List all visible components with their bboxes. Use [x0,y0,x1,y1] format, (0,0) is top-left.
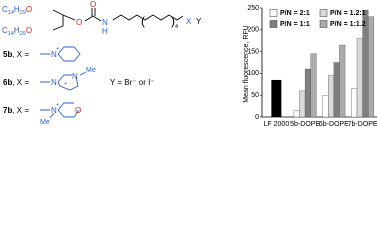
charge: + [56,102,59,108]
atom: N [51,50,57,59]
compound-id: 5b [3,50,12,59]
pyridinium-ring [40,46,81,62]
methyl: Me [86,67,96,74]
atom: H [102,27,108,36]
atom: H [14,26,20,35]
bar [322,94,329,118]
atom: H [14,5,20,14]
atom: N [72,72,78,81]
chain: C14H29O [2,26,32,37]
paren: ) [171,14,175,28]
bonds [52,8,184,31]
bar [304,68,311,118]
x-tick-label: 7b-DOPE [348,121,377,128]
x-tick-label: LF 2000 [264,121,290,128]
atom: O [75,106,81,115]
compound-id: 7b [3,106,12,115]
compound-label: , X = [12,106,29,115]
figure: C14H29O C14H29O O O N H ( ) 4 X Y 5b, X … [2,0,377,128]
compound-label: , X = [12,78,29,87]
subscript: 4 [175,24,178,30]
atom: N [51,106,57,115]
atom: O [26,26,32,35]
x-tick-label: 5b-DOPE [290,121,320,128]
bar [368,16,375,118]
counter-ion: Y = Br⁻ or I⁻ [110,78,155,87]
y-tick-label: 50 [251,92,259,99]
morpholinium-ring [40,102,80,119]
atom: 14 [8,10,14,16]
atom: 29 [20,31,26,37]
atom: N [102,18,108,27]
bar [339,44,346,118]
paren: ( [141,14,145,28]
legend-label: P/N = 2:1 [280,10,310,17]
bar [293,110,300,118]
bar [333,62,340,118]
legend-swatch [319,9,328,17]
y-tick-label: 200 [247,27,259,34]
compound-id: 6b, X = [3,78,29,87]
bar [310,53,317,118]
methyl: Me [40,119,50,126]
atom: Y [196,17,202,26]
atom: 29 [20,10,26,16]
atom: O [76,18,82,27]
page: {"structure": { "chain_1": ["C", "14", "… [0,0,377,129]
bar [351,88,358,118]
atom: O [90,0,96,9]
bar [356,38,363,118]
atom: N [51,78,57,87]
charge: + [56,46,59,52]
legend-swatch [269,9,278,17]
bar [271,79,282,117]
legend-swatch [319,20,328,28]
bar [328,75,335,118]
y-tick-label: 150 [247,48,259,55]
compound-id: 5b, X = [3,50,29,59]
atom: X [186,17,192,26]
bar [299,90,306,118]
legend-swatch [269,20,278,28]
chain: C14H29O [2,5,32,16]
x-tick-label: 6b-DOPE [319,121,349,128]
compound-id: 7b, X = [3,106,29,115]
y-axis-title: Mean fluorescence, RFU [243,25,250,102]
legend-label: P/N = 1:1 [280,21,310,28]
y-tick-label: 100 [247,70,259,77]
atom: O [26,5,32,14]
compound-label: , X = [12,50,29,59]
atom: 14 [8,31,14,37]
y-tick-label: 250 [247,5,259,12]
y-tick-label: 0 [255,114,259,121]
atom: C [2,26,8,35]
legend-label: P/N = 1.2:1 [330,10,366,17]
charge: + [64,81,67,87]
atom: C [2,5,8,14]
legend-label: P/N = 1:1.2 [330,21,366,28]
compound-id: 6b [3,78,12,87]
imidazolium-ring [40,71,87,91]
